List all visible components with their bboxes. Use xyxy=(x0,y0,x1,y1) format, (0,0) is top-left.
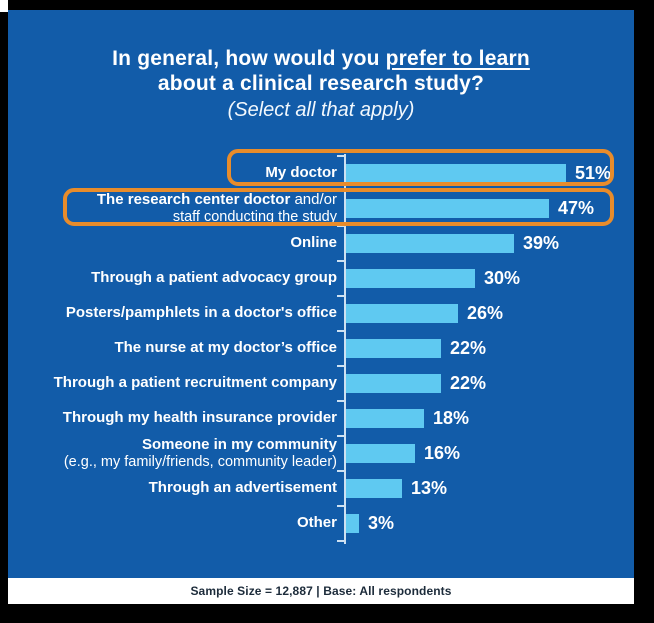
category-label: Through an advertisement xyxy=(8,480,337,497)
highlight-box-my-doctor xyxy=(227,149,614,186)
axis-line xyxy=(344,154,346,544)
bar-area: 22% xyxy=(346,373,630,394)
chart-row: Someone in my community (e.g., my family/… xyxy=(8,436,630,471)
chart-rows: My doctor 51% The research center doctor a… xyxy=(8,156,630,541)
bar xyxy=(346,514,359,533)
chart-header: In general, how would you prefer to lear… xyxy=(8,10,634,122)
category-label-line2: (e.g., my family/friends, community lead… xyxy=(63,453,337,470)
chart-row: Through a patient advocacy group 30% xyxy=(8,261,630,296)
chart-row: Posters/pamphlets in a doctor's office 26… xyxy=(8,296,630,331)
title-line2: about a clinical research study? xyxy=(157,72,485,95)
chart-row: Through my health insurance provider 18% xyxy=(8,401,630,436)
axis-tick xyxy=(337,470,344,472)
value-label: 26% xyxy=(467,303,504,323)
bar xyxy=(346,269,475,288)
category-label-line2: staff conducting the study xyxy=(172,208,337,225)
value-label: 16% xyxy=(424,443,461,463)
axis-tick xyxy=(337,540,344,542)
bar xyxy=(346,304,458,323)
category-label: The research center doctor and/or staff c… xyxy=(8,191,337,225)
bar xyxy=(346,409,424,428)
bar-area: 51% xyxy=(346,163,630,184)
value-label: 39% xyxy=(523,233,560,253)
bar-chart: My doctor 51% The research center doctor a… xyxy=(8,154,630,544)
category-label-bold: Someone in my community xyxy=(141,436,337,453)
bar xyxy=(346,444,415,463)
category-label-bold: The nurse at my doctor’s office xyxy=(114,339,337,357)
axis-tick xyxy=(337,330,344,332)
chart-row: Through a patient recruitment company 22% xyxy=(8,366,630,401)
axis-tick xyxy=(337,225,344,227)
chart-row: Through an advertisement 13% xyxy=(8,471,630,506)
bar-area: 39% xyxy=(346,233,630,254)
category-label-bold: Other xyxy=(296,514,337,532)
category-label: My doctor xyxy=(8,165,337,182)
category-label: Through a patient advocacy group xyxy=(8,270,337,287)
chart-title: In general, how would you prefer to lear… xyxy=(8,46,634,96)
category-label: Posters/pamphlets in a doctor's office xyxy=(8,305,337,322)
value-label: 22% xyxy=(450,373,487,393)
category-label-bold: The research center doctor xyxy=(96,191,291,208)
bar xyxy=(346,479,402,498)
sample-size-text: Sample Size = 12,887 | Base: All respond… xyxy=(190,584,452,598)
category-label: Online xyxy=(8,235,337,252)
bar-area: 47% xyxy=(346,198,630,219)
bar-area: 16% xyxy=(346,443,630,464)
chart-subtitle: (Select all that apply) xyxy=(227,99,415,121)
infographic-card: In general, how would you prefer to lear… xyxy=(8,10,634,604)
category-label-bold: Through a patient advocacy group xyxy=(91,269,337,287)
value-label: 13% xyxy=(411,478,448,498)
title-line1-pre: In general, how would you xyxy=(112,47,386,70)
category-label-bold: Through an advertisement xyxy=(148,479,337,497)
bar-area: 30% xyxy=(346,268,630,289)
value-label: 30% xyxy=(484,268,521,288)
value-label: 22% xyxy=(450,338,487,358)
value-label: 18% xyxy=(433,408,470,428)
axis-tick xyxy=(337,435,344,437)
axis-tick xyxy=(337,365,344,367)
bar xyxy=(346,339,441,358)
axis-tick xyxy=(337,155,344,157)
bar xyxy=(346,374,441,393)
footer: Sample Size = 12,887 | Base: All respond… xyxy=(8,578,634,604)
category-label-bold: My doctor xyxy=(265,164,337,182)
frame-shadow-left xyxy=(0,12,8,623)
bar-area: 3% xyxy=(346,513,630,534)
axis-tick xyxy=(337,505,344,507)
chart-background: In general, how would you prefer to lear… xyxy=(8,10,634,578)
category-label-bold: Through a patient recruitment company xyxy=(53,374,337,392)
category-label: Through a patient recruitment company xyxy=(8,375,337,392)
category-label-regular: and/or xyxy=(290,191,337,208)
chart-row: Other 3% xyxy=(8,506,630,541)
chart-row: The research center doctor and/or staff c… xyxy=(8,191,630,226)
category-label-bold: Posters/pamphlets in a doctor's office xyxy=(65,304,337,322)
title-underlined-phrase: prefer to learn xyxy=(385,47,530,70)
category-label-bold: Online xyxy=(290,234,337,252)
chart-row: Online 39% xyxy=(8,226,630,261)
category-label-bold: Through my health insurance provider xyxy=(62,409,337,427)
chart-row: My doctor 51% xyxy=(8,156,630,191)
bar xyxy=(346,234,514,253)
category-label: Through my health insurance provider xyxy=(8,410,337,427)
highlight-box-research-center xyxy=(63,188,614,226)
axis-tick xyxy=(337,260,344,262)
bar xyxy=(346,164,566,183)
value-label: 47% xyxy=(558,198,595,218)
bar xyxy=(346,199,549,218)
bar-area: 22% xyxy=(346,338,630,359)
bar-area: 26% xyxy=(346,303,630,324)
bar-area: 13% xyxy=(346,478,630,499)
category-label: Someone in my community (e.g., my family/… xyxy=(8,436,337,470)
value-label: 3% xyxy=(368,513,395,533)
value-label: 51% xyxy=(575,163,612,183)
chart-row: The nurse at my doctor’s office 22% xyxy=(8,331,630,366)
category-label: Other xyxy=(8,515,337,532)
category-label: The nurse at my doctor’s office xyxy=(8,340,337,357)
axis-tick xyxy=(337,295,344,297)
axis-tick xyxy=(337,400,344,402)
bar-area: 18% xyxy=(346,408,630,429)
